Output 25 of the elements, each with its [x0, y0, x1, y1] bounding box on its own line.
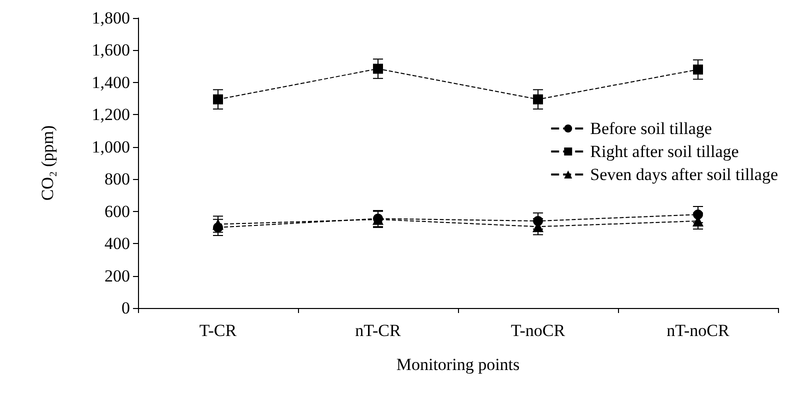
- legend-label: Before soil tillage: [590, 119, 712, 138]
- y-tick-label: 1,000: [92, 137, 130, 156]
- x-axis-title: Monitoring points: [396, 355, 520, 374]
- y-tick-label: 600: [104, 202, 130, 221]
- y-tick-label: 0: [122, 298, 130, 318]
- x-tick-label: T-noCR: [510, 321, 566, 340]
- y-tick-label: 1,600: [92, 40, 130, 60]
- x-tick-label: T-CR: [199, 321, 238, 340]
- y-tick-label: 1,800: [92, 8, 130, 28]
- y-tick-label: 1,400: [92, 72, 130, 92]
- y-axis-title: CO₂ (ppm): [38, 125, 57, 201]
- point: [212, 218, 224, 230]
- point: [533, 94, 543, 104]
- x-tick-label: nT-CR: [355, 321, 402, 340]
- legend-label: Right after soil tillage: [590, 142, 739, 161]
- point: [373, 64, 383, 74]
- x-tick-label: nT-noCR: [666, 321, 730, 340]
- point: [213, 94, 223, 104]
- y-tick-label: 400: [104, 234, 130, 254]
- y-tick-label: 200: [104, 266, 130, 286]
- point: [693, 210, 703, 220]
- point: [693, 64, 703, 75]
- y-tick-label: 1,200: [92, 105, 130, 124]
- y-tick-label: 800: [104, 170, 130, 189]
- legend-label: Seven days after soil tillage: [590, 165, 778, 184]
